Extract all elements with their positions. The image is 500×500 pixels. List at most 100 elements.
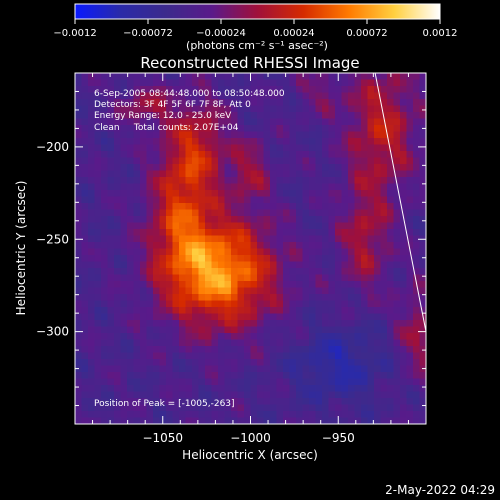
heatmap-cell: [88, 209, 96, 217]
heatmap-cell: [146, 157, 154, 165]
heatmap-cell: [348, 105, 356, 113]
heatmap-cell: [289, 261, 297, 269]
heatmap-cell: [413, 209, 421, 217]
heatmap-cell: [367, 320, 375, 328]
heatmap-cell: [315, 346, 323, 354]
heatmap-cell: [406, 339, 414, 347]
heatmap-cell: [348, 346, 356, 354]
heatmap-cell: [88, 177, 96, 185]
heatmap-cell: [263, 151, 271, 159]
heatmap-cell: [198, 248, 206, 256]
heatmap-cell: [341, 118, 349, 126]
heatmap-cell: [231, 287, 239, 295]
heatmap-cell: [296, 203, 304, 211]
heatmap-cell: [211, 255, 219, 263]
heatmap-cell: [205, 157, 213, 165]
heatmap-cell: [283, 281, 291, 289]
heatmap-cell: [211, 144, 219, 152]
heatmap-cell: [224, 203, 232, 211]
heatmap-cell: [283, 112, 291, 120]
heatmap-cell: [237, 417, 245, 424]
heatmap-cell: [101, 99, 109, 107]
heatmap-cell: [302, 216, 310, 224]
heatmap-cell: [322, 255, 330, 263]
heatmap-cell: [413, 196, 421, 204]
heatmap-cell: [140, 261, 148, 269]
heatmap-cell: [322, 73, 330, 81]
heatmap-cell: [276, 99, 284, 107]
heatmap-cell: [172, 339, 180, 347]
heatmap-cell: [250, 216, 258, 224]
heatmap-cell: [276, 151, 284, 159]
heatmap-cell: [153, 125, 161, 133]
heatmap-cell: [348, 261, 356, 269]
heatmap-cell: [302, 92, 310, 100]
heatmap-cell: [322, 404, 330, 412]
heatmap-cell: [341, 404, 349, 412]
heatmap-cell: [146, 79, 154, 87]
heatmap-cell: [159, 398, 167, 406]
heatmap-cell: [107, 294, 115, 302]
heatmap-cell: [127, 346, 135, 354]
heatmap-cell: [81, 268, 89, 276]
heatmap-cell: [257, 105, 265, 113]
heatmap-cell: [380, 404, 388, 412]
heatmap-cell: [302, 105, 310, 113]
heatmap-cell: [81, 73, 89, 81]
heatmap-cell: [159, 170, 167, 178]
heatmap-cell: [81, 151, 89, 159]
heatmap-cell: [120, 235, 128, 243]
heatmap-cell: [101, 255, 109, 263]
heatmap-cell: [374, 352, 382, 360]
heatmap-cell: [263, 313, 271, 321]
heatmap-cell: [380, 281, 388, 289]
heatmap-cell: [127, 105, 135, 113]
heatmap-cell: [192, 294, 200, 302]
heatmap-cell: [153, 398, 161, 406]
heatmap-cell: [341, 164, 349, 172]
heatmap-cell: [374, 248, 382, 256]
heatmap-cell: [367, 138, 375, 146]
heatmap-cell: [205, 138, 213, 146]
heatmap-cell: [322, 131, 330, 139]
heatmap-cell: [244, 138, 252, 146]
heatmap-cell: [218, 92, 226, 100]
heatmap-cell: [244, 112, 252, 120]
heatmap-cell: [380, 92, 388, 100]
heatmap-cell: [120, 92, 128, 100]
heatmap-cell: [205, 248, 213, 256]
heatmap-cell: [387, 411, 395, 419]
heatmap-cell: [315, 287, 323, 295]
heatmap-cell: [380, 235, 388, 243]
heatmap-cell: [296, 320, 304, 328]
heatmap-cell: [263, 385, 271, 393]
heatmap-cell: [146, 209, 154, 217]
heatmap-cell: [315, 320, 323, 328]
heatmap-cell: [406, 73, 414, 81]
heatmap-cell: [218, 183, 226, 191]
heatmap-cell: [380, 209, 388, 217]
heatmap-cell: [133, 86, 141, 94]
heatmap-cell: [283, 404, 291, 412]
heatmap-cell: [270, 417, 278, 424]
heatmap-cell: [224, 177, 232, 185]
heatmap-cell: [328, 164, 336, 172]
heatmap-cell: [309, 417, 317, 424]
heatmap-cell: [237, 170, 245, 178]
heatmap-cell: [315, 365, 323, 373]
heatmap-cell: [257, 378, 265, 386]
heatmap-cell: [224, 73, 232, 81]
heatmap-cell: [244, 170, 252, 178]
heatmap-cell: [179, 196, 187, 204]
heatmap-cell: [120, 417, 128, 424]
heatmap-cell: [120, 183, 128, 191]
heatmap-cell: [244, 105, 252, 113]
heatmap-cell: [367, 144, 375, 152]
heatmap-cell: [400, 118, 408, 126]
heatmap-cell: [361, 352, 369, 360]
heatmap-cell: [335, 131, 343, 139]
heatmap-cell: [75, 391, 83, 399]
heatmap-cell: [341, 144, 349, 152]
heatmap-cell: [114, 177, 122, 185]
heatmap-cell: [237, 411, 245, 419]
